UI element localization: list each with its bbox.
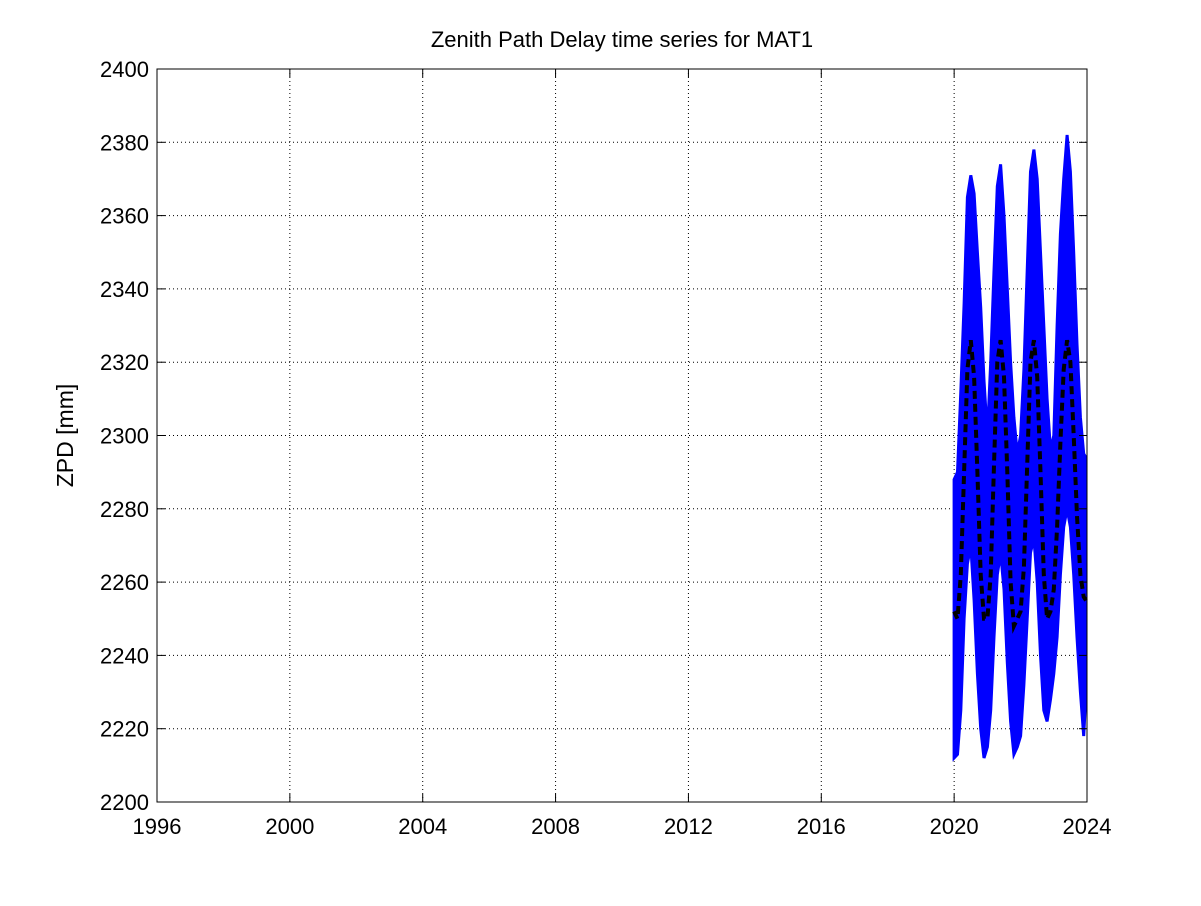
y-tick-label: 2280	[100, 497, 149, 522]
y-tick-label: 2340	[100, 277, 149, 302]
y-tick-label: 2300	[100, 424, 149, 449]
chart-title: Zenith Path Delay time series for MAT1	[431, 27, 813, 52]
y-tick-label: 2200	[100, 790, 149, 815]
x-tick-label: 2012	[664, 814, 713, 839]
y-tick-label: 2380	[100, 130, 149, 155]
x-tick-label: 2004	[398, 814, 447, 839]
y-tick-label: 2240	[100, 643, 149, 668]
x-tick-label: 2024	[1063, 814, 1112, 839]
y-tick-label: 2400	[100, 57, 149, 82]
y-tick-label: 2260	[100, 570, 149, 595]
x-tick-label: 2000	[265, 814, 314, 839]
data-series	[952, 134, 1088, 762]
y-tick-label: 2220	[100, 717, 149, 742]
grid-lines	[157, 69, 1087, 802]
series-zpd-smoothed	[952, 339, 1088, 634]
y-tick-label: 2320	[100, 350, 149, 375]
x-tick-label: 1996	[133, 814, 182, 839]
x-tick-label: 2016	[797, 814, 846, 839]
x-tick-label: 2008	[531, 814, 580, 839]
y-tick-label: 2360	[100, 204, 149, 229]
axis-ticks: 1996 2000 2004 2008 2012 2016 2020 2024 2200 2220…	[100, 57, 1111, 839]
y-axis-label: ZPD [mm]	[52, 384, 78, 488]
x-tick-label: 2020	[930, 814, 979, 839]
